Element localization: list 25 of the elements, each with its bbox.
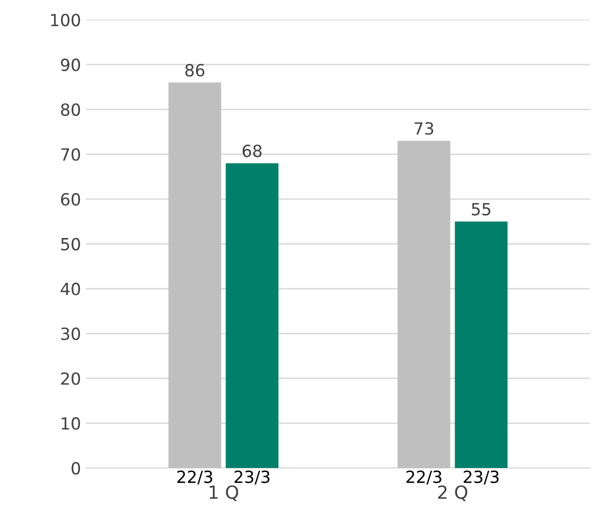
y-tick-label: 60: [61, 193, 80, 206]
y-tick-label: 40: [60, 282, 80, 296]
bar: [226, 163, 278, 468]
text: 22/3: [406, 470, 442, 484]
y-tick-label: 20: [61, 372, 80, 385]
y-tick-label: 80: [61, 103, 80, 116]
bar: [168, 82, 222, 468]
bar: [454, 221, 508, 468]
y-tick-label: 10: [62, 417, 80, 430]
y-tick-label: 70: [61, 148, 80, 161]
x-tick-label: 1 Q: [210, 485, 238, 502]
text: 23/3: [464, 470, 499, 484]
data-label: 73: [414, 122, 434, 135]
series-label: 22/3: [177, 470, 212, 484]
y-tick-label: 30: [61, 327, 80, 340]
y-tick-label: 90: [60, 58, 80, 72]
data-label: 86: [185, 64, 204, 77]
data-label: 55: [472, 203, 490, 216]
series-label: 23/3: [234, 470, 270, 484]
data-label: 68: [242, 144, 262, 158]
y-tick-label: 0: [72, 462, 80, 475]
y-tick-label: 50: [61, 238, 80, 250]
y-tick-label: 100: [51, 14, 80, 26]
x-tick-label: 2 Q: [438, 485, 468, 502]
bar: [398, 140, 450, 468]
